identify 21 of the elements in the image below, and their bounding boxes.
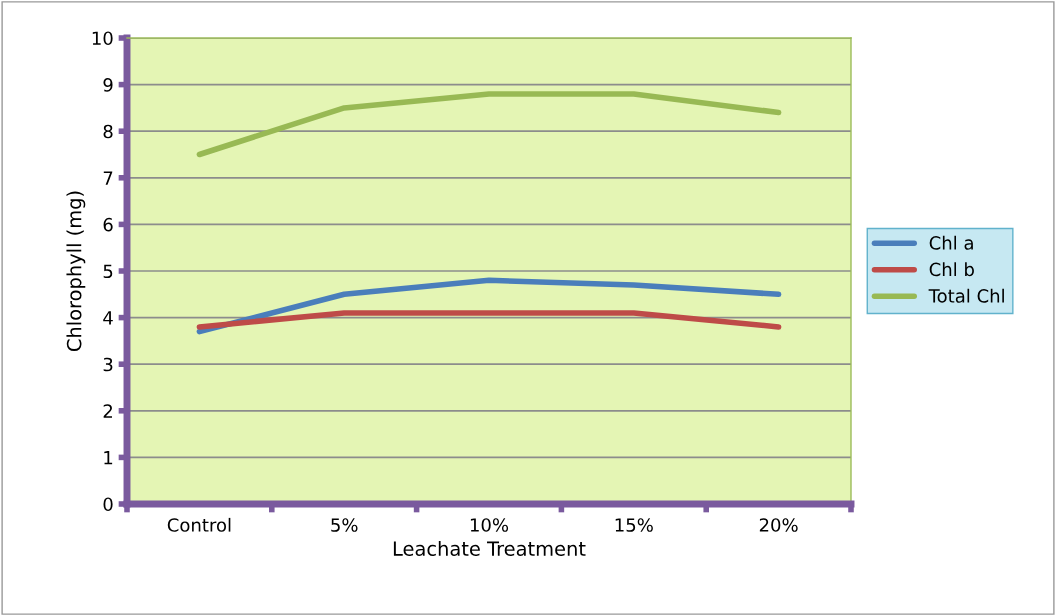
y-tick-label: 5 xyxy=(103,264,113,279)
legend-label: Total Chl xyxy=(928,288,1004,303)
y-tick-label: 8 xyxy=(103,124,113,139)
legend-label: Chl b xyxy=(929,262,974,277)
y-tick-label: 2 xyxy=(103,404,112,418)
y-tick-label: 3 xyxy=(103,357,113,372)
y-tick-label: 4 xyxy=(103,311,113,325)
y-tick-label: 0 xyxy=(103,497,113,512)
y-tick-label: 7 xyxy=(103,171,113,185)
y-tick-label: 10 xyxy=(92,31,113,46)
y-tick-label: 1 xyxy=(104,451,113,465)
x-tick-label: 5% xyxy=(331,518,358,532)
legend-label: Chl a xyxy=(929,235,973,250)
y-tick-label: 9 xyxy=(103,78,113,92)
x-tick-label: 15% xyxy=(615,518,653,532)
x-tick-label: 20% xyxy=(759,518,798,532)
y-tick-label: 6 xyxy=(103,217,113,232)
x-tick-label: Control xyxy=(167,517,231,532)
x-axis-title: Leachate Treatment xyxy=(393,540,586,556)
y-axis-title: Chlorophyll (mg) xyxy=(66,191,86,352)
x-tick-label: 10% xyxy=(470,518,509,532)
